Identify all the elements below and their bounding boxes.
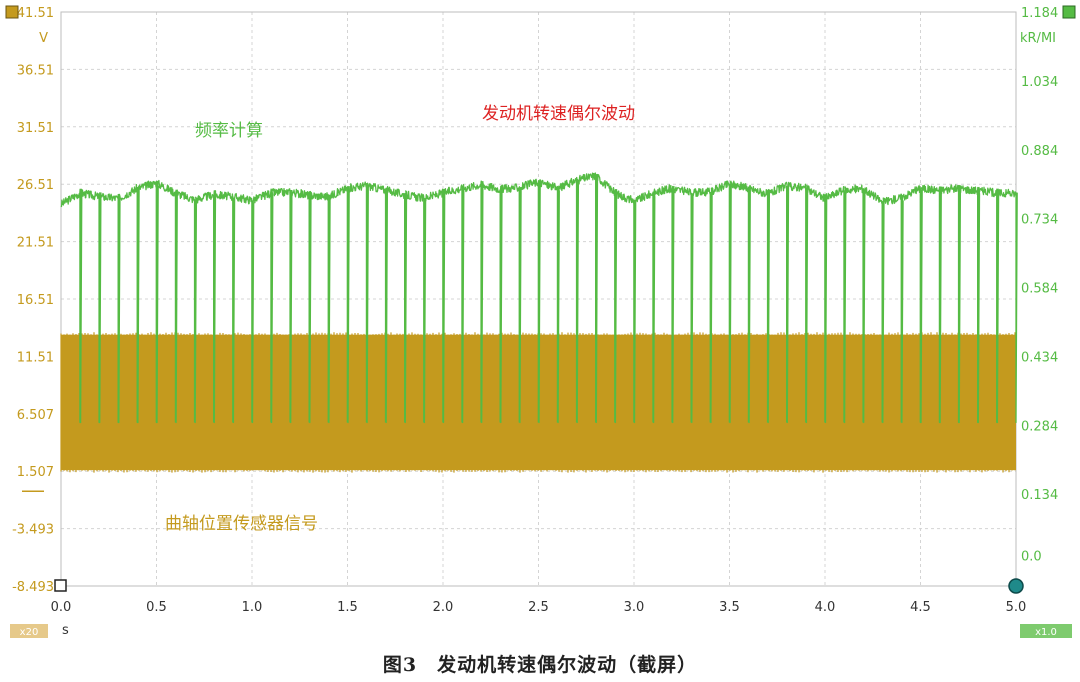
x-tick-label: 1.5 [337,600,358,615]
right-tick-label: 0.584 [1021,282,1058,297]
x-zoom-badge-label: x20 [20,627,39,638]
left-axis-unit: V [39,31,48,46]
right-tick-label: 1.034 [1021,75,1058,90]
left-tick-label: 1.507 [17,465,54,480]
fluctuation-annotation: 发动机转速偶尔波动 [482,104,635,124]
right-axis-unit: kR/MI [1020,31,1056,46]
left-axis: 41.51 36.51 31.51 26.51 21.51 16.51 11.51 6.507… [12,6,54,595]
right-tick-label: 0.0 [1021,550,1042,565]
left-tick-label: -8.493 [12,580,54,595]
x-tick-label: 3.5 [719,600,740,615]
x-tick-label: 4.5 [910,600,931,615]
cursor-handle[interactable] [1008,578,1024,594]
left-tick-label: 21.51 [17,236,54,251]
x-tick-label: 4.0 [815,600,836,615]
x-tick-label: 0.5 [146,600,167,615]
rpm-signal-layer [60,172,1018,424]
x-tick-label: 0.0 [51,600,72,615]
x-axis-unit: s [62,623,69,638]
figure-caption: 图3 发动机转速偶尔波动（截屏） [382,654,698,676]
x-tick-label: 3.0 [624,600,645,615]
right-tick-label: 0.134 [1021,488,1058,503]
x-axis: 0.0 0.5 1.0 1.5 2.0 2.5 3.0 3.5 4.0 4.5 5.0 [51,600,1027,615]
origin-marker[interactable] [54,579,67,592]
x-tick-label: 2.0 [433,600,454,615]
x-tick-label: 2.5 [528,600,549,615]
right-axis: 1.184 1.034 0.884 0.734 0.584 0.434 0.284 0.134… [1021,6,1058,565]
ckp-annotation: 曲轴位置传感器信号 [165,514,318,534]
right-axis-handle[interactable] [1062,5,1076,19]
right-tick-label: 0.434 [1021,350,1058,365]
left-tick-label: 41.51 [17,6,54,21]
left-tick-label: -3.493 [12,523,54,538]
right-tick-label: 0.284 [1021,419,1058,434]
left-tick-label: 36.51 [17,63,54,78]
y-zoom-badge[interactable] [1020,624,1072,638]
left-tick-label: 31.51 [17,121,54,136]
right-tick-label: 0.734 [1021,213,1058,228]
rpm-annotation: 频率计算 [195,121,263,141]
left-tick-label: 16.51 [17,293,54,308]
x-tick-label: 1.0 [242,600,263,615]
left-tick-label: 6.507 [17,408,54,423]
left-axis-handle[interactable] [5,5,19,19]
scope-plot: 41.51 36.51 31.51 26.51 21.51 16.51 11.51 6.507… [5,5,1076,638]
y-zoom-badge-label: x1.0 [1035,627,1057,638]
x-tick-label: 5.0 [1006,600,1027,615]
right-tick-label: 1.184 [1021,6,1058,21]
x-zoom-badge[interactable] [10,624,48,638]
left-tick-label: 26.51 [17,178,54,193]
right-tick-label: 0.884 [1021,144,1058,159]
left-tick-label: 11.51 [17,350,54,365]
